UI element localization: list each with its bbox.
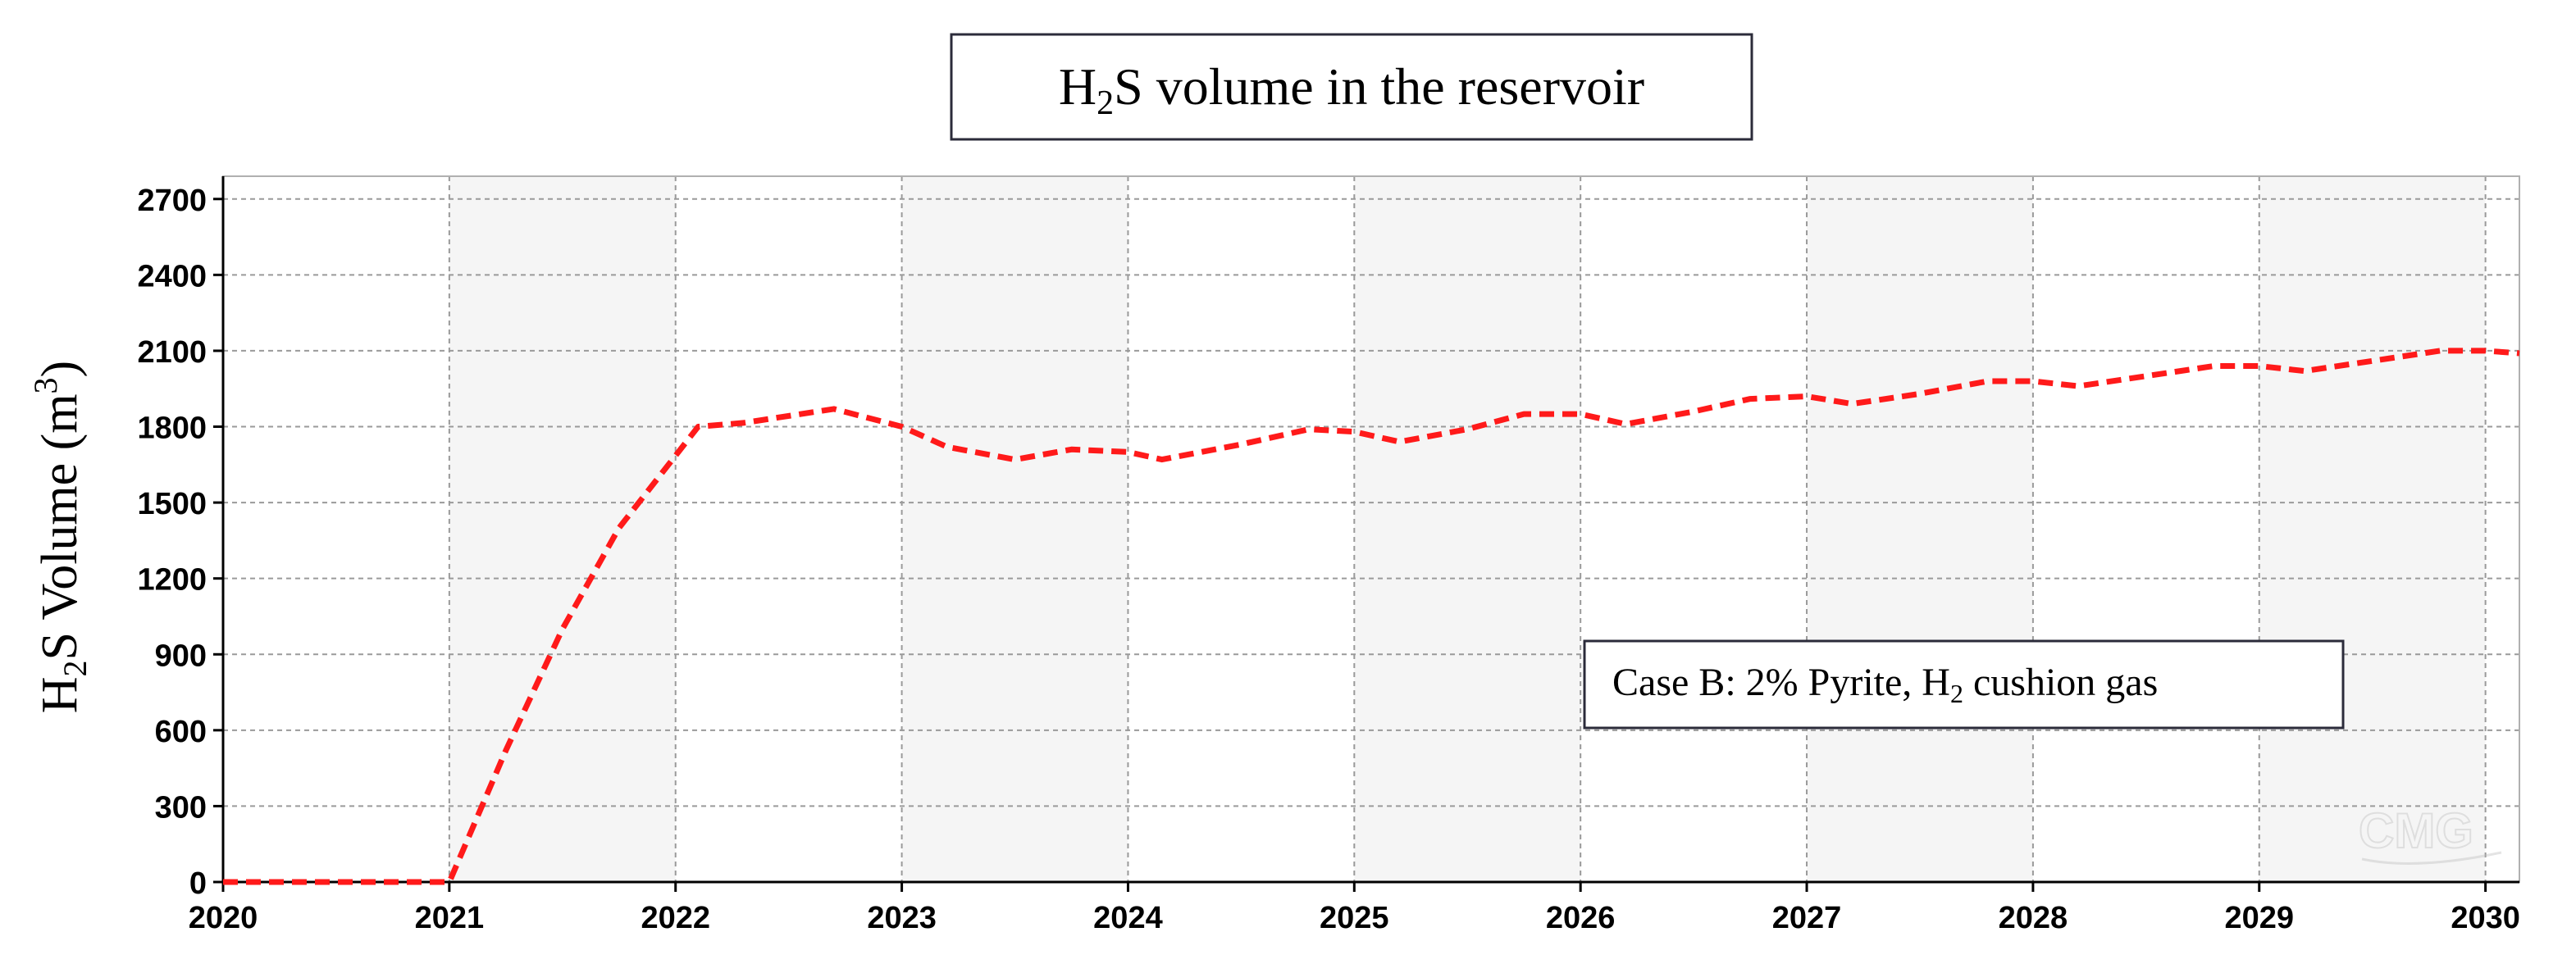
y-tick-label: 600 [155, 715, 207, 749]
y-tick-label: 300 [155, 790, 207, 825]
y-tick-label: 2100 [137, 335, 207, 370]
year-band [2259, 176, 2486, 882]
x-tick-labels: 2020 2021 2022 2023 2024 2025 2026 2027 2028 2029… [189, 901, 2520, 935]
x-tick-label: 2021 [415, 901, 485, 935]
cmg-watermark: CMG [2358, 802, 2502, 865]
year-bands [449, 176, 2486, 882]
annotation-frame [1583, 639, 2345, 730]
case-annotation: Case B: 2% Pyrite, H2 cushion gas [1583, 639, 2345, 730]
year-band [449, 176, 676, 882]
x-tick-label: 2029 [2224, 901, 2294, 935]
x-tick-label: 2026 [1546, 901, 1616, 935]
x-tick-label: 2023 [867, 901, 937, 935]
title-box-frame [950, 33, 1753, 141]
series-layer [223, 348, 2520, 885]
year-band [1807, 176, 2033, 882]
y-tick-label: 0 [189, 866, 207, 901]
x-tick-label: 2024 [1093, 901, 1163, 935]
y-tick-label: 2700 [137, 184, 207, 218]
title-text: H2S volume in the reservoir [1059, 57, 1644, 122]
chart-title: H2S volume in the reservoir [950, 33, 1753, 141]
y-tick-labels: 0 300 600 900 1200 1500 1800 2100 2400 2700 [137, 184, 207, 901]
watermark-swoosh [2361, 851, 2502, 865]
year-band [901, 176, 1128, 882]
y-tick-label: 2400 [137, 259, 207, 293]
y-tick-label: 1200 [137, 563, 207, 598]
series-line [223, 348, 2520, 885]
y-axis-label: H2S Volume (m3) [27, 361, 93, 713]
x-tick-label: 2028 [1999, 901, 2068, 935]
x-tick-label: 2027 [1772, 901, 1842, 935]
annotation-text: Case B: 2% Pyrite, H2 cushion gas [1612, 661, 2158, 708]
y-tick-label: 900 [155, 639, 207, 673]
axes [213, 175, 2520, 892]
y-tick-label: 1500 [137, 487, 207, 521]
x-tick-label: 2020 [189, 901, 258, 935]
x-tick-label: 2030 [2451, 901, 2520, 935]
x-tick-label: 2025 [1320, 901, 1389, 935]
watermark-text: CMG [2359, 803, 2473, 858]
y-tick-label: 1800 [137, 411, 207, 446]
x-tick-label: 2022 [641, 901, 710, 935]
year-band [1354, 176, 1581, 882]
